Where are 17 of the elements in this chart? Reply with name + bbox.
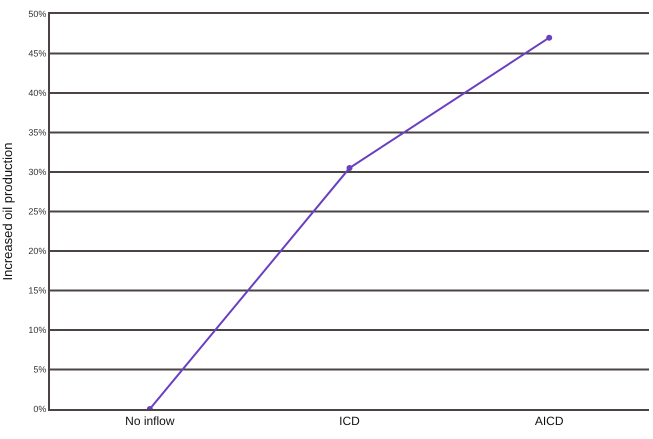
x-tick-label: AICD: [534, 414, 564, 428]
y-tick-label: 35%: [28, 128, 46, 138]
y-tick-label: 25%: [28, 206, 46, 217]
y-tick-label: 45%: [28, 48, 46, 59]
point: [346, 165, 352, 172]
point: [546, 34, 552, 41]
y-tick-label: 30%: [28, 167, 46, 178]
y-axis-title: Increased oil production: [0, 142, 15, 281]
y-tick-label: 20%: [28, 246, 46, 256]
y-tick-label: 10%: [28, 325, 46, 336]
y-tick-label: 0%: [33, 404, 46, 414]
x-tick-label: ICD: [339, 414, 360, 428]
y-tick-label: 50%: [28, 9, 46, 20]
x-tick-label: No inflow: [125, 414, 175, 428]
y-tick-label: 15%: [28, 286, 46, 296]
y-tick-label: 5%: [33, 364, 46, 375]
y-tick-label: 40%: [28, 88, 46, 98]
